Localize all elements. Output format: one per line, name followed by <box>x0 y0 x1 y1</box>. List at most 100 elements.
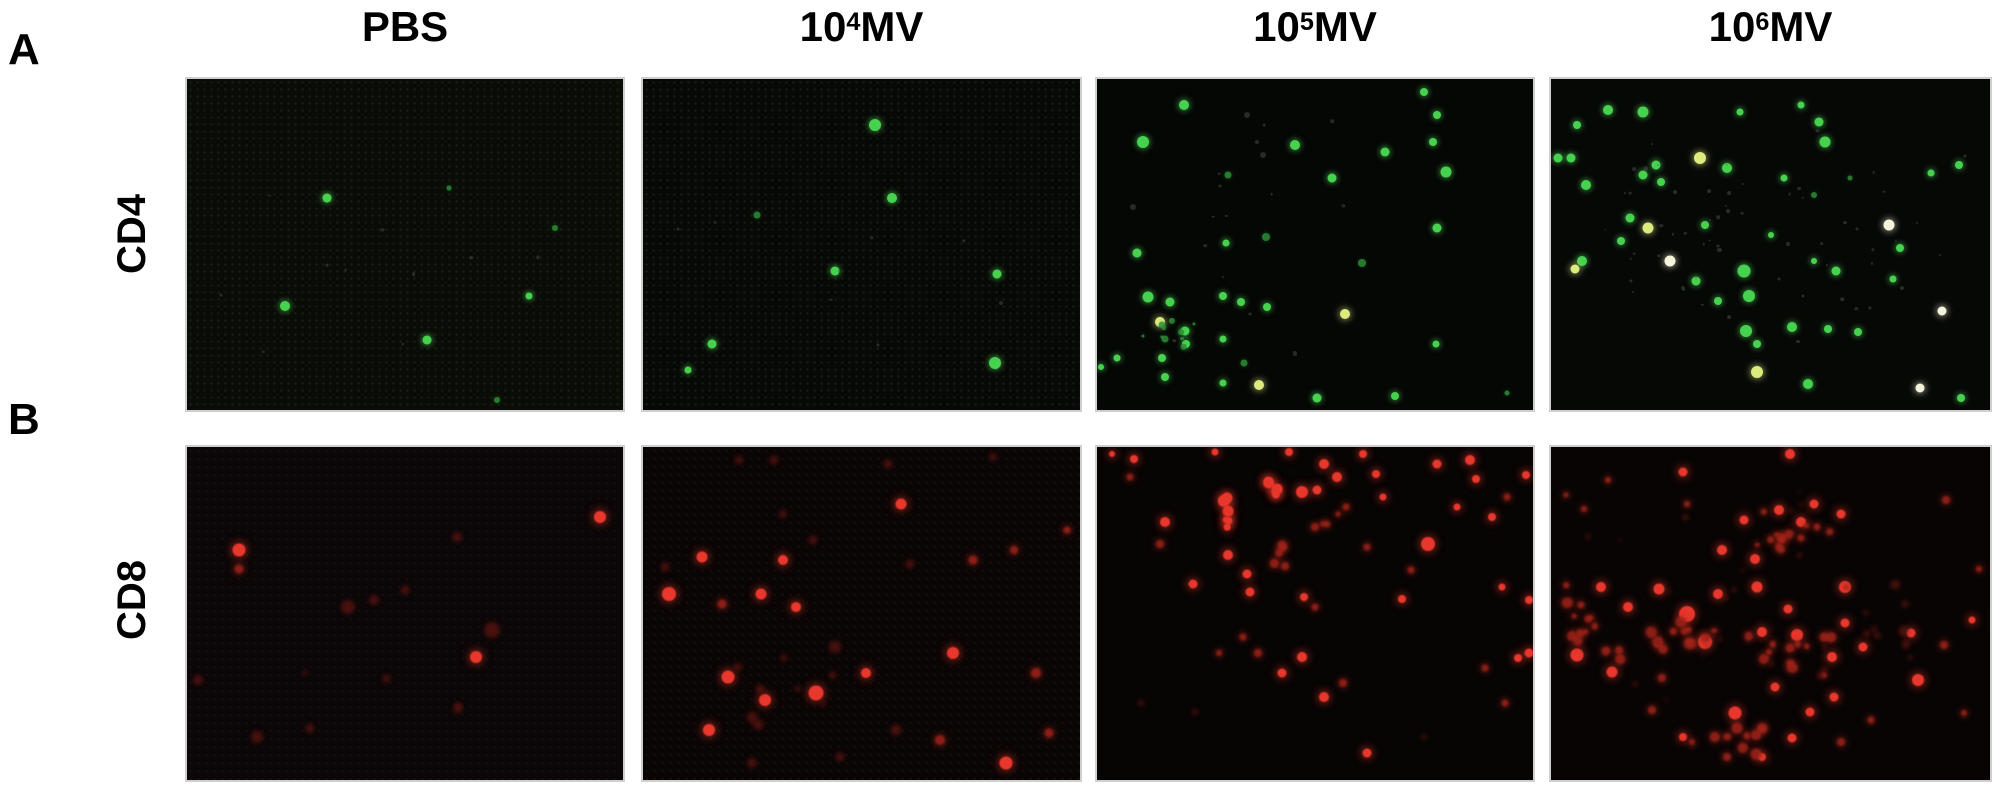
fluorescent-dot <box>1784 530 1794 539</box>
fluorescent-dot <box>1179 100 1190 111</box>
fluorescent-dot <box>1836 509 1846 519</box>
fluorescent-dot <box>1901 640 1910 649</box>
fluorescent-dot <box>1098 363 1105 370</box>
fluorescent-dot <box>1821 671 1828 678</box>
fluorescent-dot <box>1780 174 1788 182</box>
fluorescent-dot <box>1570 264 1580 274</box>
fluorescent-dot <box>1691 276 1701 286</box>
fluorescent-dot <box>1705 644 1710 649</box>
fluorescent-dot <box>1915 383 1925 393</box>
fluorescent-dot <box>1221 276 1224 279</box>
fluorescent-dot <box>1615 646 1623 654</box>
fluorescent-dot <box>1831 266 1841 276</box>
fluorescent-dot <box>1379 493 1387 501</box>
fluorescent-dot <box>1244 112 1251 119</box>
fluorescent-dot <box>1031 668 1042 679</box>
fluorescent-dot <box>1751 729 1762 740</box>
fluorescent-dot <box>755 588 767 600</box>
fluorescent-dot <box>1751 581 1763 593</box>
fluorescent-dot <box>1312 485 1322 495</box>
column-header-10e6mv-suffix: MV <box>1769 3 1833 50</box>
fluorescent-dot <box>552 224 559 231</box>
fluorescent-dot <box>1642 222 1654 234</box>
fluorescent-dot <box>261 350 265 353</box>
fluorescent-dot <box>1829 692 1839 702</box>
fluorescent-dot <box>1432 459 1442 469</box>
fluorescent-dot <box>401 342 405 346</box>
fluorescent-dot <box>968 555 978 565</box>
fluorescent-dot <box>1743 732 1751 740</box>
fluorescent-dot <box>876 343 880 347</box>
fluorescent-dot <box>484 622 501 639</box>
fluorescent-dot <box>1650 142 1653 145</box>
fluorescent-dot <box>869 236 874 240</box>
fluorescent-dot <box>734 663 743 672</box>
fluorescent-dot <box>1825 527 1834 536</box>
fluorescent-dot <box>1188 579 1198 589</box>
fluorescent-dot <box>1890 579 1900 590</box>
fluorescent-dot <box>1295 485 1308 498</box>
fluorescent-dot <box>1339 679 1348 688</box>
fluorescent-dot <box>1141 334 1145 338</box>
fluorescent-dot <box>1815 129 1820 133</box>
fluorescent-dot <box>1222 505 1234 517</box>
fluorescent-dot <box>1632 252 1636 255</box>
fluorescent-dot <box>1916 221 1919 224</box>
panel-cd8-10e4mv <box>641 445 1082 782</box>
fluorescent-dot <box>1582 629 1588 635</box>
fluorescent-dot <box>1270 559 1279 568</box>
fluorescent-dot <box>344 268 347 272</box>
column-header-10e6mv: 106MV <box>1549 3 1992 54</box>
fluorescent-dot <box>1644 166 1649 171</box>
fluorescent-dot <box>1927 169 1935 177</box>
fluorescent-dot <box>1132 248 1142 258</box>
fluorescent-dot <box>1310 523 1319 532</box>
fluorescent-dot <box>1783 604 1793 613</box>
fluorescent-dot <box>1768 662 1774 667</box>
fluorescent-dot <box>1709 219 1712 222</box>
fluorescent-dot <box>1717 247 1722 252</box>
fluorescent-dot <box>1718 631 1721 635</box>
fluorescent-dot <box>1811 191 1818 198</box>
fluorescent-dot <box>1813 523 1821 531</box>
fluorescent-dot <box>1651 160 1661 170</box>
fluorescent-dot <box>830 266 840 276</box>
fluorescent-dot <box>1063 526 1071 534</box>
fluorescent-dot <box>1044 728 1054 738</box>
fluorescent-dot <box>232 543 246 557</box>
fluorescent-dot <box>1239 633 1247 641</box>
fluorescent-dot <box>1726 209 1731 213</box>
fluorescent-dot <box>1785 448 1796 459</box>
column-header-pbs-text: PBS <box>361 3 449 50</box>
fluorescent-dot <box>1823 324 1832 333</box>
fluorescent-dot <box>1797 490 1801 494</box>
fluorescent-dot <box>1684 637 1697 650</box>
fluorescent-dot <box>1700 655 1704 658</box>
fluorescent-dot <box>1739 515 1749 525</box>
fluorescent-dot <box>1794 640 1802 648</box>
fluorescent-dot <box>1805 707 1815 717</box>
fluorescent-dot <box>1553 153 1563 163</box>
fluorescent-dot <box>829 640 842 653</box>
fluorescent-dot <box>1840 618 1850 628</box>
fluorescent-dot <box>1218 184 1222 188</box>
fluorescent-dot <box>1637 106 1649 118</box>
fluorescent-dot <box>1158 321 1166 329</box>
fluorescent-dot <box>808 535 818 545</box>
fluorescent-dot <box>1756 626 1767 637</box>
fluorescent-dot <box>369 595 380 606</box>
fluorescent-dot <box>808 685 824 701</box>
fluorescent-dot <box>769 455 779 465</box>
fluorescent-dot <box>1324 521 1331 527</box>
fluorescent-dot <box>1652 636 1664 648</box>
fluorescent-dot <box>1799 503 1804 508</box>
fluorescent-dot <box>1327 173 1337 183</box>
fluorescent-dot <box>1797 534 1805 542</box>
fluorescent-dot <box>1682 289 1685 292</box>
fluorescent-dot <box>890 724 902 736</box>
fluorescent-dot <box>1576 629 1584 638</box>
fluorescent-dot <box>1731 586 1737 593</box>
fluorescent-dot <box>1690 743 1696 748</box>
fluorescent-dot <box>1358 449 1367 458</box>
